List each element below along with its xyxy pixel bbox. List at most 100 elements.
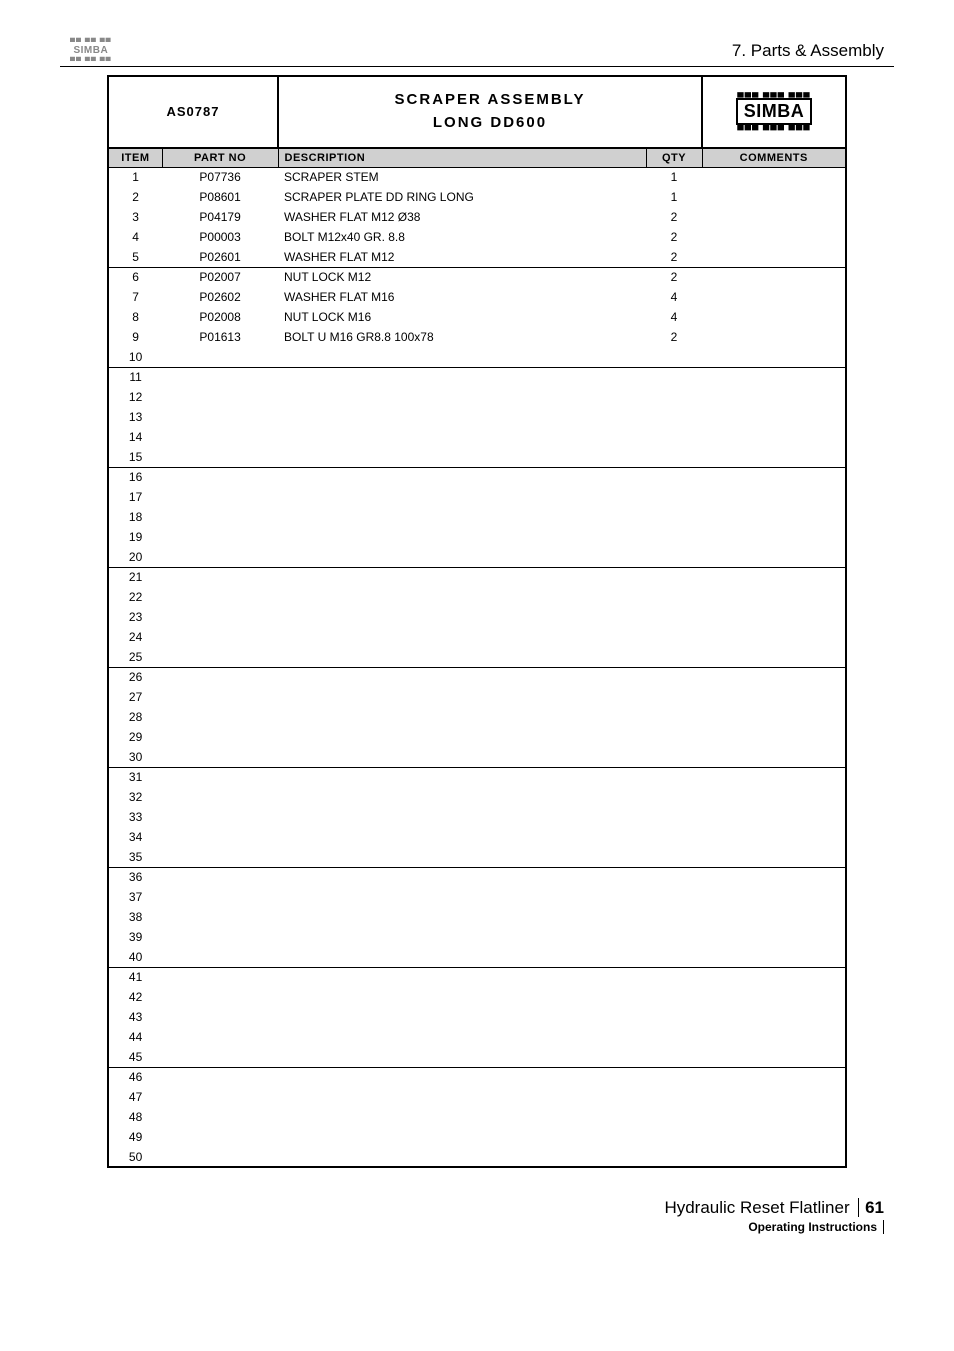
cell-comm <box>702 1027 846 1047</box>
table-row: 16 <box>108 467 846 487</box>
table-row: 44 <box>108 1027 846 1047</box>
page-footer: Hydraulic Reset Flatliner 61 Operating I… <box>60 1198 894 1236</box>
cell-item: 2 <box>108 187 162 207</box>
col-desc: DESCRIPTION <box>278 148 646 168</box>
table-row: 18 <box>108 507 846 527</box>
cell-qty <box>646 387 702 407</box>
cell-part <box>162 1147 278 1167</box>
cell-qty <box>646 927 702 947</box>
cell-desc <box>278 467 646 487</box>
cell-part <box>162 1127 278 1147</box>
cell-comm <box>702 427 846 447</box>
cell-comm <box>702 307 846 327</box>
cell-part <box>162 407 278 427</box>
table-row: 38 <box>108 907 846 927</box>
cell-comm <box>702 1127 846 1147</box>
cell-part <box>162 1107 278 1127</box>
cell-part <box>162 847 278 867</box>
cell-part <box>162 947 278 967</box>
brand-logo-cell: ▄▄▄ ▄▄▄ ▄▄▄ SIMBA ▀▀▀ ▀▀▀ ▀▀▀ <box>702 76 846 148</box>
cell-item: 18 <box>108 507 162 527</box>
table-row: 30 <box>108 747 846 767</box>
cell-item: 40 <box>108 947 162 967</box>
cell-qty <box>646 607 702 627</box>
cell-qty <box>646 1147 702 1167</box>
table-row: 3P04179WASHER FLAT M12 Ø382 <box>108 207 846 227</box>
cell-part <box>162 527 278 547</box>
cell-qty: 4 <box>646 307 702 327</box>
cell-comm <box>702 827 846 847</box>
cell-qty <box>646 627 702 647</box>
cell-comm <box>702 987 846 1007</box>
cell-item: 14 <box>108 427 162 447</box>
cell-item: 11 <box>108 367 162 387</box>
table-row: 31 <box>108 767 846 787</box>
title-line2: LONG DD600 <box>279 112 701 135</box>
cell-desc <box>278 887 646 907</box>
table-row: 45 <box>108 1047 846 1067</box>
cell-item: 22 <box>108 587 162 607</box>
table-row: 35 <box>108 847 846 867</box>
footer-subtitle: Operating Instructions <box>748 1220 884 1234</box>
cell-qty <box>646 987 702 1007</box>
col-qty: QTY <box>646 148 702 168</box>
table-row: 25 <box>108 647 846 667</box>
cell-comm <box>702 187 846 207</box>
table-row: 50 <box>108 1147 846 1167</box>
cell-comm <box>702 207 846 227</box>
cell-qty <box>646 647 702 667</box>
cell-desc <box>278 367 646 387</box>
brand-bars-bot: ▀▀▀ ▀▀▀ ▀▀▀ <box>703 126 845 135</box>
cell-qty <box>646 1047 702 1067</box>
table-row: 20 <box>108 547 846 567</box>
cell-desc <box>278 947 646 967</box>
cell-item: 29 <box>108 727 162 747</box>
cell-desc <box>278 767 646 787</box>
table-row: 14 <box>108 427 846 447</box>
cell-comm <box>702 367 846 387</box>
table-row: 27 <box>108 687 846 707</box>
cell-part <box>162 647 278 667</box>
cell-desc <box>278 987 646 1007</box>
cell-part <box>162 387 278 407</box>
cell-desc <box>278 1107 646 1127</box>
cell-item: 26 <box>108 667 162 687</box>
table-row: 49 <box>108 1127 846 1147</box>
table-row: 5P02601WASHER FLAT M122 <box>108 247 846 267</box>
cell-qty: 4 <box>646 287 702 307</box>
cell-item: 37 <box>108 887 162 907</box>
cell-item: 33 <box>108 807 162 827</box>
cell-item: 45 <box>108 1047 162 1067</box>
cell-comm <box>702 867 846 887</box>
cell-comm <box>702 847 846 867</box>
cell-comm <box>702 167 846 187</box>
cell-desc <box>278 387 646 407</box>
cell-desc: WASHER FLAT M12 Ø38 <box>278 207 646 227</box>
table-row: 11 <box>108 367 846 387</box>
cell-item: 8 <box>108 307 162 327</box>
cell-desc <box>278 607 646 627</box>
cell-comm <box>702 787 846 807</box>
cell-comm <box>702 567 846 587</box>
cell-qty: 2 <box>646 227 702 247</box>
table-row: 9P01613BOLT U M16 GR8.8 100x782 <box>108 327 846 347</box>
cell-item: 4 <box>108 227 162 247</box>
cell-item: 16 <box>108 467 162 487</box>
cell-qty <box>646 847 702 867</box>
cell-desc <box>278 347 646 367</box>
cell-part: P04179 <box>162 207 278 227</box>
assembly-title: SCRAPER ASSEMBLY LONG DD600 <box>278 76 702 148</box>
cell-item: 15 <box>108 447 162 467</box>
cell-part <box>162 507 278 527</box>
cell-desc <box>278 1087 646 1107</box>
cell-item: 47 <box>108 1087 162 1107</box>
cell-comm <box>702 1147 846 1167</box>
cell-qty <box>646 1007 702 1027</box>
cell-qty: 1 <box>646 167 702 187</box>
cell-comm <box>702 247 846 267</box>
table-row: 17 <box>108 487 846 507</box>
cell-desc: BOLT M12x40 GR. 8.8 <box>278 227 646 247</box>
cell-item: 3 <box>108 207 162 227</box>
cell-part: P00003 <box>162 227 278 247</box>
cell-comm <box>702 887 846 907</box>
